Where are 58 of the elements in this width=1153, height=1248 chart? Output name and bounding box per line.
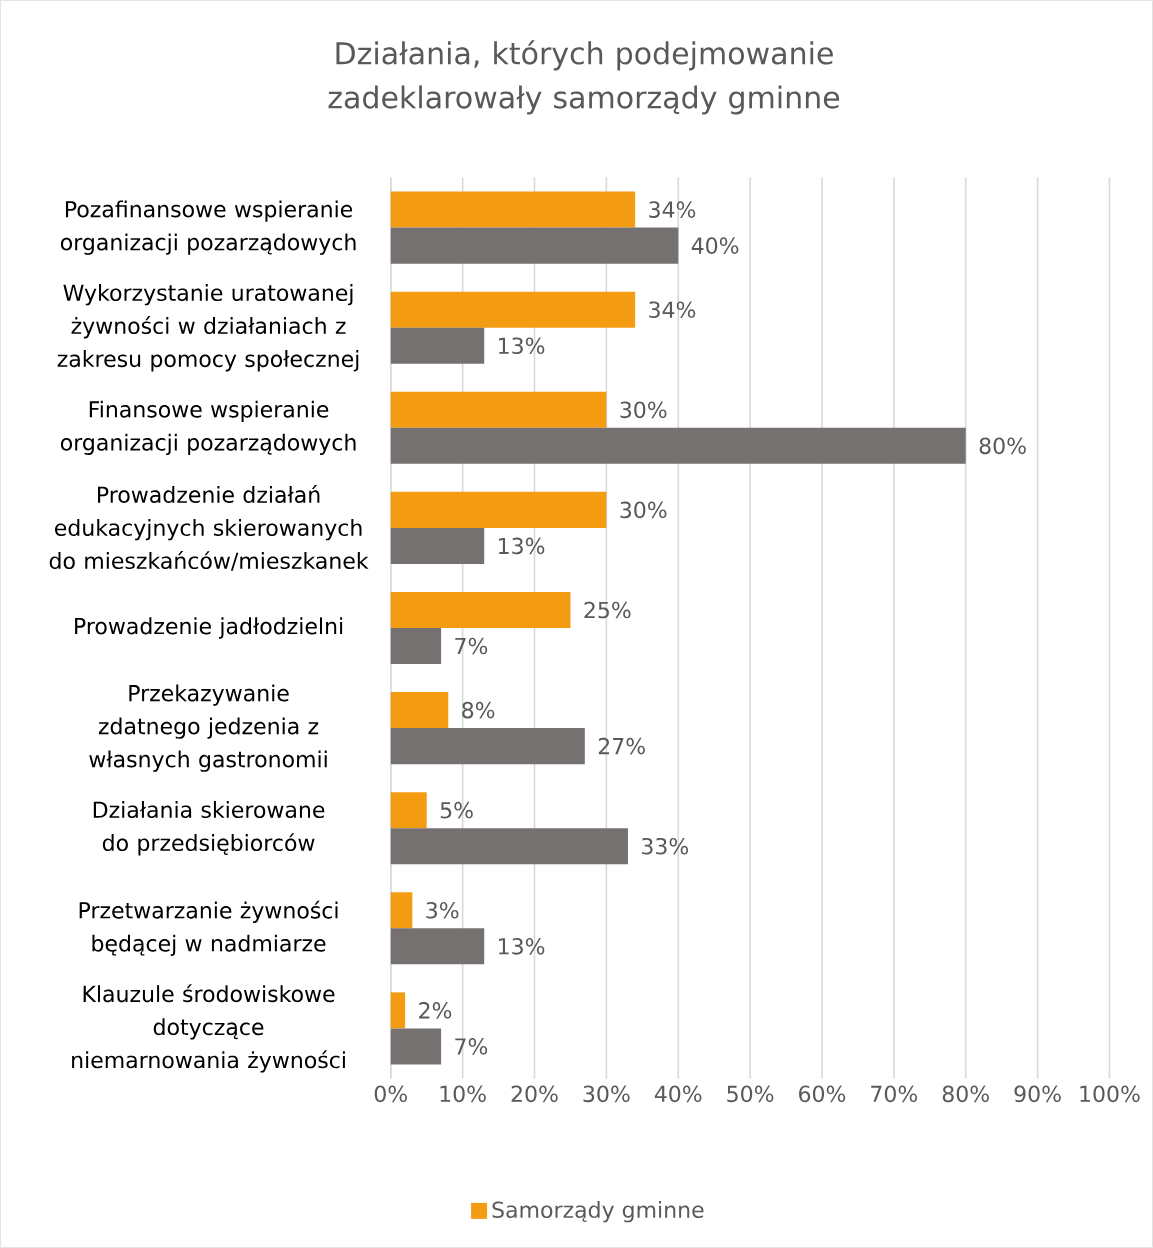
bar	[390, 191, 636, 228]
data-label: 34%	[649, 301, 696, 319]
data-label: 25%	[584, 601, 631, 619]
data-label: 30%	[620, 501, 667, 519]
x-tick-label: 100%	[1080, 1085, 1140, 1103]
bar	[390, 427, 966, 464]
bar	[390, 792, 427, 829]
y-tick-label: Przekazywanie zdatnego jedzenia z własnych gastronomii	[89, 684, 327, 772]
x-tick-label: 10%	[440, 1085, 486, 1103]
chart-title: Działania, których podejmowanie zadeklarowały samorządy gminne	[328, 40, 840, 115]
data-label: 13%	[499, 337, 545, 355]
bar	[390, 527, 485, 564]
bar	[390, 992, 406, 1029]
x-tick-label: 30%	[583, 1085, 630, 1103]
y-tick-label: Pozafinansowe wspieranie organizacji pozarządowych	[61, 200, 356, 255]
bar	[390, 928, 485, 965]
y-tick-label: Wykorzystanie uratowanej żywności w działaniach z zakresu pomocy społecznej	[57, 284, 359, 372]
data-label: 7%	[455, 1038, 488, 1055]
data-label: 7%	[455, 637, 488, 655]
x-tick-label: 70%	[871, 1085, 918, 1103]
bar	[390, 628, 442, 665]
x-tick-label: 0%	[374, 1085, 408, 1103]
data-label: 34%	[649, 201, 696, 218]
data-label: 80%	[979, 437, 1026, 455]
data-label: 33%	[642, 837, 689, 855]
y-tick-label: Klauzule środowiskowe dotyczące niemarnowania żywności	[72, 984, 345, 1073]
bar	[390, 591, 571, 628]
data-label: 13%	[499, 537, 545, 555]
bar	[390, 391, 607, 428]
x-tick-label: 80%	[942, 1085, 989, 1103]
bar	[390, 728, 585, 765]
data-label: 13%	[499, 938, 545, 955]
bar	[390, 291, 636, 328]
x-tick-label: 60%	[799, 1085, 846, 1103]
legend-label: Samorządy gminne	[492, 1201, 704, 1223]
bar	[390, 828, 628, 865]
data-label: 2%	[419, 1002, 452, 1019]
x-tick-label: 40%	[654, 1085, 702, 1103]
y-tick-label: Prowadzenie działań edukacyjnych skierowanych do mieszkańców/mieszkanek	[49, 485, 369, 571]
data-label: 27%	[598, 737, 645, 755]
x-tick-label: 20%	[511, 1085, 558, 1103]
bar	[390, 692, 449, 729]
data-label: 3%	[426, 901, 459, 919]
data-label: 30%	[620, 401, 667, 419]
bar	[390, 327, 485, 364]
data-label: 5%	[440, 801, 473, 819]
data-label: 8%	[462, 701, 495, 719]
bar	[390, 1028, 442, 1065]
x-tick-label: 90%	[1014, 1085, 1061, 1103]
y-tick-label: Działania skierowane do przedsiębiorców	[93, 801, 325, 856]
y-tick-label: Prowadzenie jadłodzielni	[75, 617, 343, 639]
y-tick-label: Przetwarzanie żywności będącej w nadmiarze	[79, 900, 338, 956]
bar	[390, 892, 413, 929]
bar	[390, 227, 679, 264]
x-tick-label: 50%	[727, 1085, 774, 1103]
data-label: 40%	[691, 237, 739, 254]
bar	[390, 491, 607, 528]
y-tick-label: Finansowe wspieranie organizacji pozarządowych	[61, 400, 356, 455]
